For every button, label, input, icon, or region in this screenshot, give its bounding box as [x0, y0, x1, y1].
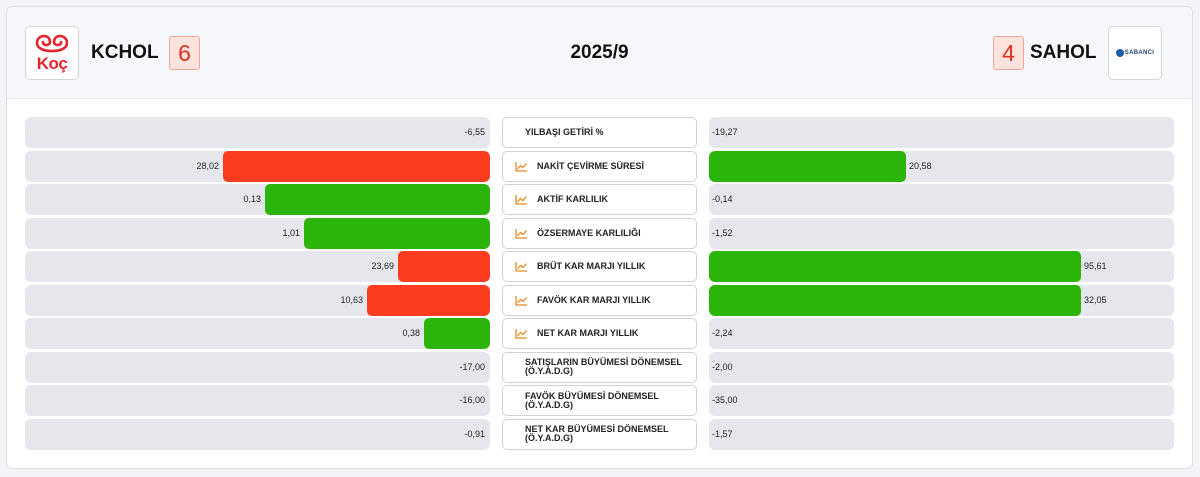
- left-value-track: -6,55: [25, 117, 490, 148]
- metric-label: AKTİF KARLILIK: [537, 194, 608, 204]
- right-value-text: -1,57: [712, 428, 733, 439]
- sabanci-mark-icon: [1115, 49, 1124, 57]
- metric-label-box[interactable]: SATIŞLARIN BÜYÜMESİ DÖNEMSEL (Ö.Y.A.D.G): [502, 351, 697, 383]
- left-value-track: 0,38: [25, 318, 490, 349]
- left-value-text: 28,02: [196, 160, 219, 171]
- right-score-badge: 4: [993, 36, 1024, 70]
- sabanci-logo-text: SABANCI: [1124, 50, 1155, 56]
- metric-label: YILBAŞI GETİRİ %: [525, 127, 604, 137]
- chart-line-icon: [515, 161, 527, 172]
- metric-label: NAKİT ÇEVİRME SÜRESİ: [537, 160, 645, 171]
- koc-logo: Koç: [25, 26, 79, 80]
- chart-line-icon: [515, 195, 527, 205]
- left-value-track: -17,00: [25, 351, 490, 383]
- right-value-text: -2,00: [712, 361, 733, 372]
- metric-row: 0,13 -0,14 AKTİF KARLILIK: [7, 184, 1192, 215]
- left-value-text: 10,63: [340, 294, 363, 305]
- left-value-bar: [424, 318, 490, 349]
- left-value-bar: [398, 251, 490, 282]
- left-value-bar: [265, 184, 490, 215]
- left-value-track: -16,00: [25, 385, 490, 416]
- metric-row: 0,38 -2,24 NET KAR MARJI YILLIK: [7, 318, 1192, 349]
- metric-row: -16,00 -35,00 FAVÖK BÜYÜMESİ DÖNEMSEL (Ö.Y…: [7, 385, 1192, 416]
- right-value-track: -1,57: [709, 418, 1174, 450]
- right-value-track: -35,00: [709, 385, 1174, 416]
- left-value-text: 1,01: [282, 227, 300, 238]
- metric-label-box[interactable]: AKTİF KARLILIK: [502, 184, 697, 215]
- right-value-track: 95,61: [709, 251, 1174, 282]
- left-value-track: 23,69: [25, 251, 490, 282]
- right-value-track: -2,00: [709, 351, 1174, 383]
- koc-logo-text: Koç: [36, 54, 68, 73]
- right-value-track: -2,24: [709, 318, 1174, 349]
- left-value-bar: [304, 217, 490, 249]
- chart-line-icon: [515, 295, 527, 306]
- chart-line-icon: [515, 262, 527, 272]
- left-value-track: -0,91: [25, 418, 490, 450]
- metric-row: -0,91 -1,57 NET KAR BÜYÜMESİ DÖNEMSEL (Ö.Y…: [7, 418, 1192, 450]
- metric-row: -17,00 -2,00 SATIŞLARIN BÜYÜMESİ DÖNEMSEL …: [7, 351, 1192, 383]
- left-value-bar: [223, 150, 490, 182]
- metric-row: 1,01 -1,52 ÖZSERMAYE KARLILIĞI: [7, 217, 1192, 249]
- right-value-text: 32,05: [1084, 294, 1107, 305]
- metric-row: 10,63 32,05 FAVÖK KAR MARJI YILLIK: [7, 284, 1192, 316]
- metric-label-box[interactable]: NET KAR MARJI YILLIK: [502, 318, 697, 349]
- metric-label: NET KAR MARJI YILLIK: [537, 328, 639, 338]
- left-ticker: KCHOL: [91, 42, 159, 63]
- metric-label: FAVÖK KAR MARJI YILLIK: [537, 294, 651, 305]
- metric-row: 28,02 20,58 NAKİT ÇEVİRME SÜRESİ: [7, 150, 1192, 182]
- right-value-track: -19,27: [709, 117, 1174, 148]
- metric-label: ÖZSERMAYE KARLILIĞI: [537, 227, 641, 238]
- right-ticker: SAHOL: [1030, 42, 1097, 63]
- right-value-text: 20,58: [909, 160, 932, 171]
- left-value-text: -16,00: [459, 395, 485, 405]
- left-value-track: 0,13: [25, 184, 490, 215]
- right-value-bar: [709, 251, 1081, 282]
- right-value-text: -0,14: [712, 194, 733, 204]
- left-score-badge: 6: [169, 36, 200, 70]
- metric-label-box[interactable]: FAVÖK KAR MARJI YILLIK: [502, 284, 697, 316]
- metric-label: BRÜT KAR MARJI YILLIK: [537, 261, 646, 271]
- metric-label-box[interactable]: ÖZSERMAYE KARLILIĞI: [502, 217, 697, 249]
- comparison-header: Koç KCHOL 6 2025/9 4 SAHOL SABANCI: [7, 7, 1192, 99]
- left-value-text: 0,38: [402, 328, 420, 338]
- koc-ram-icon: [35, 34, 69, 53]
- metric-label: NET KAR BÜYÜMESİ DÖNEMSEL (Ö.Y.A.D.G): [525, 424, 669, 443]
- right-value-track: -0,14: [709, 184, 1174, 215]
- right-value-bar: [709, 284, 1081, 316]
- metric-label: FAVÖK BÜYÜMESİ DÖNEMSEL (Ö.Y.A.D.G): [525, 390, 659, 410]
- left-value-text: -0,91: [464, 428, 485, 439]
- right-value-text: -1,52: [712, 227, 733, 238]
- right-value-bar: [709, 150, 906, 182]
- metric-label-box[interactable]: FAVÖK BÜYÜMESİ DÖNEMSEL (Ö.Y.A.D.G): [502, 385, 697, 416]
- metric-row: -6,55 -19,27 YILBAŞI GETİRİ %: [7, 117, 1192, 148]
- right-value-text: -35,00: [712, 395, 738, 405]
- chart-line-icon: [515, 329, 527, 339]
- right-value-text: 95,61: [1084, 261, 1107, 271]
- metric-label-box[interactable]: NET KAR BÜYÜMESİ DÖNEMSEL (Ö.Y.A.D.G): [502, 418, 697, 450]
- metric-label-box[interactable]: NAKİT ÇEVİRME SÜRESİ: [502, 150, 697, 182]
- metric-label-box[interactable]: YILBAŞI GETİRİ %: [502, 117, 697, 148]
- metric-label-box[interactable]: BRÜT KAR MARJI YILLIK: [502, 251, 697, 282]
- metric-row: 23,69 95,61 BRÜT KAR MARJI YILLIK: [7, 251, 1192, 282]
- right-value-track: 20,58: [709, 150, 1174, 182]
- left-value-bar: [367, 284, 490, 316]
- left-value-text: 23,69: [371, 261, 394, 271]
- right-value-text: -19,27: [712, 127, 738, 137]
- right-value-track: -1,52: [709, 217, 1174, 249]
- left-value-text: 0,13: [243, 194, 261, 204]
- left-value-text: -17,00: [459, 361, 485, 372]
- comparison-card: Koç KCHOL 6 2025/9 4 SAHOL SABANCI -6,55…: [6, 6, 1193, 469]
- left-value-track: 10,63: [25, 284, 490, 316]
- left-value-text: -6,55: [464, 127, 485, 137]
- period-title: 2025/9: [570, 42, 629, 63]
- right-value-text: -2,24: [712, 328, 733, 338]
- left-value-track: 1,01: [25, 217, 490, 249]
- metric-label: SATIŞLARIN BÜYÜMESİ DÖNEMSEL (Ö.Y.A.D.G): [525, 357, 682, 376]
- right-value-track: 32,05: [709, 284, 1174, 316]
- sabanci-logo: SABANCI: [1108, 26, 1162, 80]
- left-value-track: 28,02: [25, 150, 490, 182]
- chart-line-icon: [515, 228, 527, 239]
